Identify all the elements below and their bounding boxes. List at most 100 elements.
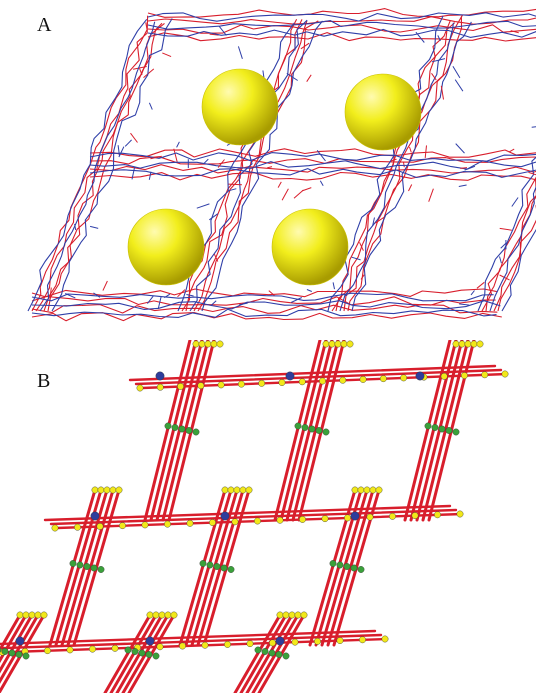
framework-bond: [510, 30, 519, 34]
linker-node: [322, 428, 330, 436]
linker-node: [178, 425, 186, 433]
framework-bond: [213, 253, 219, 262]
panel-a: A: [0, 0, 536, 340]
linker-node: [350, 564, 358, 572]
terminal-node: [336, 637, 344, 644]
linker-node: [76, 561, 84, 569]
framework-bond: [157, 296, 162, 310]
linker-node: [206, 561, 214, 569]
terminal-node: [198, 340, 206, 348]
terminal-node: [359, 376, 367, 383]
linker-node: [90, 564, 98, 572]
framework-bond: [327, 15, 444, 312]
terminal-node: [400, 374, 408, 382]
linker-node: [213, 563, 221, 570]
linker-node: [452, 428, 460, 436]
terminal-node: [299, 516, 306, 523]
terminal-node: [209, 519, 216, 526]
pore-spheres: [127, 68, 422, 286]
terminal-node: [216, 340, 224, 348]
terminal-node: [233, 486, 241, 494]
linker-node: [199, 560, 207, 567]
framework-bond: [306, 289, 312, 292]
framework-bond: [130, 132, 138, 143]
metal-node: [285, 371, 295, 381]
terminal-node: [288, 611, 296, 619]
framework-bond: [31, 300, 501, 310]
framework-bond: [210, 300, 217, 306]
framework-bond: [268, 290, 275, 296]
framework-bond: [89, 160, 536, 170]
terminal-node: [164, 611, 172, 619]
terminal-node: [103, 486, 111, 494]
framework-bond: [343, 14, 463, 312]
framework-bond: [335, 22, 456, 312]
terminal-node: [141, 521, 149, 529]
terminal-node: [411, 512, 419, 519]
linker-node: [131, 648, 139, 655]
framework-bond: [31, 308, 497, 318]
framework-bond: [176, 141, 180, 148]
framework-bond: [147, 20, 536, 30]
framework-bond: [89, 225, 99, 229]
framework-bond: [431, 73, 437, 81]
framework-bond: [428, 188, 434, 202]
rod: [251, 613, 300, 693]
framework-bond: [452, 66, 461, 79]
framework-bond: [89, 148, 536, 158]
metal-node: [90, 511, 100, 521]
linker-node: [97, 566, 105, 573]
framework-bond: [148, 171, 152, 180]
framework-bond: [340, 293, 348, 296]
framework-bond: [49, 287, 52, 302]
framework-bond: [351, 256, 361, 261]
terminal-node: [66, 646, 74, 654]
framework-bond: [437, 35, 441, 42]
framework-bond: [173, 148, 178, 163]
terminal-node: [375, 486, 383, 494]
terminal-node: [156, 643, 164, 651]
framework-bond: [372, 217, 375, 226]
topology-nodes: [0, 340, 509, 660]
framework-bond: [501, 228, 536, 312]
framework-bond: [477, 156, 536, 312]
linker-node: [138, 649, 146, 657]
terminal-node: [456, 510, 464, 518]
framework-bond: [332, 282, 335, 290]
rod: [0, 613, 22, 653]
linker-node: [152, 652, 160, 660]
terminal-node: [291, 638, 299, 646]
terminal-node: [186, 519, 194, 527]
linker-node: [268, 649, 276, 657]
terminal-node: [440, 372, 448, 380]
terminal-node: [224, 641, 231, 648]
linker-node: [431, 424, 439, 431]
terminal-node: [369, 486, 377, 494]
framework-bond: [458, 184, 467, 187]
terminal-node: [282, 611, 290, 619]
terminal-node: [201, 641, 209, 649]
terminal-node: [458, 340, 466, 348]
linker-node: [329, 560, 337, 567]
framework-bond: [267, 166, 273, 169]
linker-node: [275, 651, 283, 658]
linker-node: [227, 566, 235, 573]
framework-bond: [293, 189, 304, 199]
framework-bond: [531, 126, 536, 128]
linker-node: [22, 652, 30, 660]
terminal-node: [22, 611, 30, 619]
framework-bond: [203, 158, 209, 164]
framework-pore-view: [27, 8, 536, 322]
framework-bond: [143, 68, 155, 78]
terminal-node: [115, 486, 123, 494]
framework-bond: [511, 197, 519, 207]
linker-node: [124, 646, 132, 654]
pore-sphere: [127, 208, 205, 286]
terminal-node: [51, 524, 59, 532]
framework-bond: [489, 185, 536, 312]
terminal-node: [470, 340, 478, 348]
rod: [143, 340, 192, 522]
terminal-node: [366, 513, 374, 521]
topology-rods: [0, 340, 509, 693]
terminal-node: [28, 611, 36, 619]
